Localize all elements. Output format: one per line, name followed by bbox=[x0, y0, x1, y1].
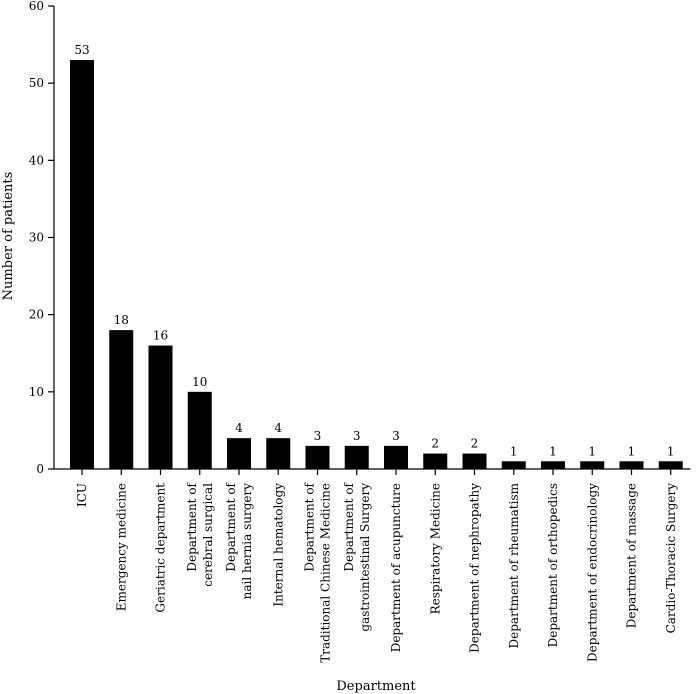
x-tick-label: cerebral surgical bbox=[201, 483, 215, 587]
bar-value-label: 16 bbox=[153, 329, 168, 343]
x-tick-label: gastrointestinal Surgery bbox=[358, 483, 372, 632]
y-tick-label: 30 bbox=[29, 231, 44, 245]
bar bbox=[344, 445, 369, 469]
bar bbox=[501, 461, 526, 469]
y-tick-label: 0 bbox=[36, 462, 44, 476]
bar-value-label: 3 bbox=[314, 429, 322, 443]
y-tick-label: 60 bbox=[29, 0, 44, 13]
x-tick-label: Department of massage bbox=[625, 483, 639, 628]
x-tick-label: Cardio-Thoracic Surgery bbox=[664, 483, 678, 634]
bar-value-label: 2 bbox=[431, 437, 439, 451]
bar bbox=[384, 445, 408, 469]
bar-value-label: 18 bbox=[114, 313, 129, 327]
x-tick-label: Respiratory Medicine bbox=[428, 483, 442, 614]
bar-value-label: 1 bbox=[588, 444, 596, 458]
x-tick-label: Department of nephropathy bbox=[468, 483, 482, 653]
bar bbox=[423, 453, 448, 469]
bar-value-label: 1 bbox=[667, 444, 675, 458]
x-tick-label: ICU bbox=[75, 483, 89, 507]
x-tick-label: Department of bbox=[185, 481, 199, 571]
bar-value-label: 53 bbox=[74, 43, 89, 57]
bar-value-label: 4 bbox=[274, 421, 282, 435]
bar-value-label: 2 bbox=[471, 437, 479, 451]
bar-value-label: 4 bbox=[235, 421, 243, 435]
x-tick-label: Department of bbox=[342, 481, 356, 571]
y-axis: 0 10 20 30 40 50 60 bbox=[29, 0, 55, 476]
bar-value-label: 3 bbox=[353, 429, 361, 443]
bars bbox=[70, 60, 683, 470]
bar bbox=[658, 461, 683, 469]
y-axis-title: Number of patients bbox=[1, 172, 16, 301]
x-tick-label: Department of acupuncture bbox=[389, 483, 403, 652]
x-tick-label: Traditional Chinese Medicine bbox=[319, 483, 333, 663]
y-tick-label: 20 bbox=[29, 308, 44, 322]
bar bbox=[70, 60, 94, 470]
bar bbox=[619, 461, 644, 469]
bar bbox=[266, 438, 291, 469]
bar bbox=[187, 391, 212, 469]
bar bbox=[305, 445, 330, 469]
data-labels: 53 18 16 10 4 4 3 3 3 2 2 1 1 1 1 1 bbox=[74, 43, 674, 458]
x-axis-title: Department bbox=[336, 679, 416, 694]
y-tick-label: 10 bbox=[29, 385, 44, 399]
bar bbox=[541, 461, 565, 469]
y-tick-label: 50 bbox=[29, 76, 44, 90]
x-tick-label: Department of endocrinology bbox=[585, 483, 599, 662]
x-tick-label: Geriatric department bbox=[154, 483, 168, 613]
y-tick-label: 40 bbox=[29, 153, 44, 167]
x-tick-label: Department of orthopedics bbox=[546, 483, 560, 647]
x-tick-label: nail hernia surgery bbox=[240, 483, 254, 600]
bar-value-label: 1 bbox=[549, 444, 557, 458]
bar-value-label: 10 bbox=[192, 375, 207, 389]
bar bbox=[580, 461, 605, 469]
bar bbox=[109, 330, 134, 469]
bar-value-label: 1 bbox=[510, 444, 518, 458]
bar-value-label: 3 bbox=[392, 429, 400, 443]
x-tick-label: Department of bbox=[303, 481, 317, 571]
bar bbox=[227, 438, 251, 469]
bar bbox=[148, 345, 173, 469]
bar-value-label: 1 bbox=[628, 444, 636, 458]
x-tick-label: Department of rheumatism bbox=[507, 482, 521, 648]
x-tick-label: Internal hematology bbox=[271, 483, 285, 607]
x-tick-label: Emergency medicine bbox=[114, 483, 128, 611]
x-tick-label: Department of bbox=[224, 481, 238, 571]
bar bbox=[462, 453, 487, 469]
x-axis: ICU Emergency medicine Geriatric departmen… bbox=[54, 468, 691, 663]
